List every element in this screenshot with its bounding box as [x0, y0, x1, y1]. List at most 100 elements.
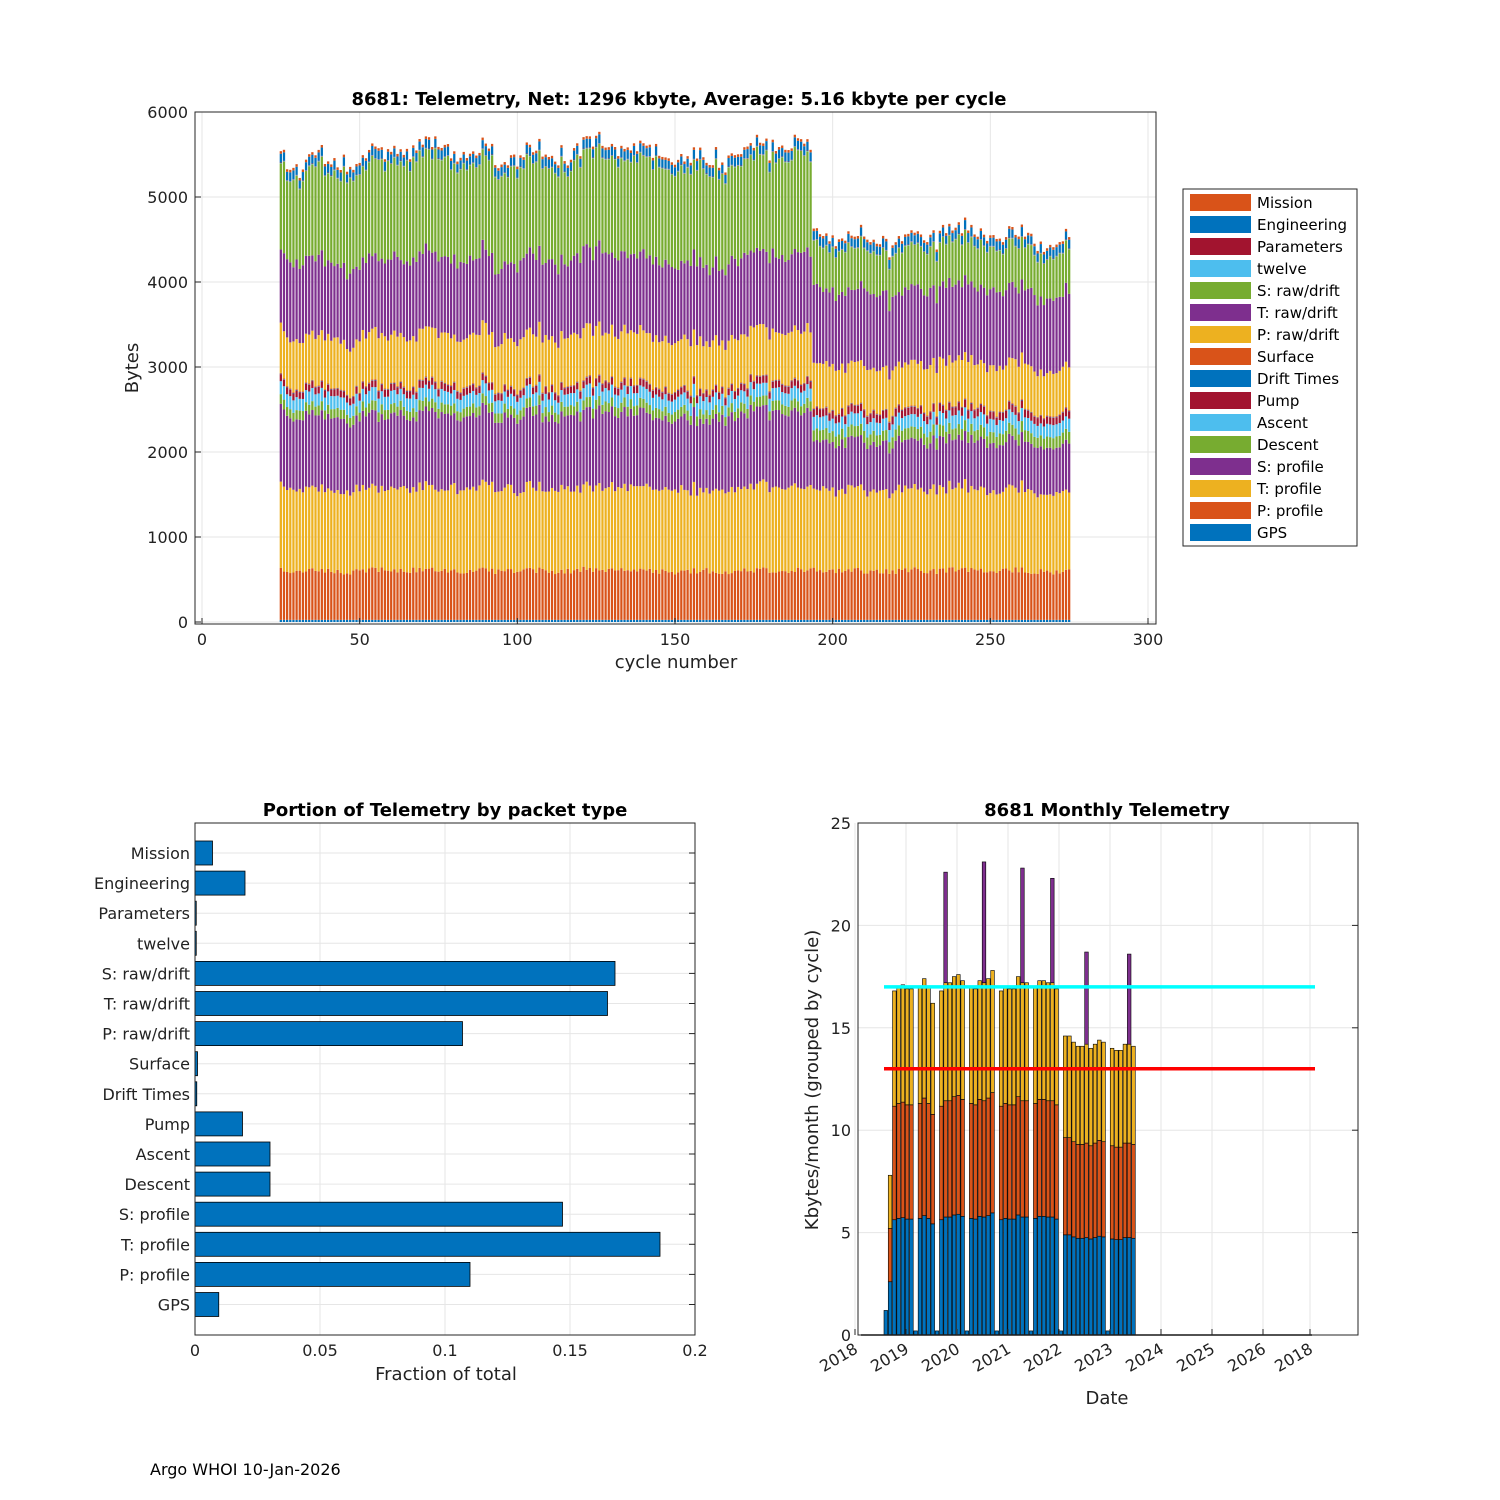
bar-segment	[781, 145, 784, 149]
bar-segment	[1055, 619, 1058, 622]
bar-segment	[894, 429, 897, 441]
bar-segment	[774, 151, 778, 154]
bar-segment	[449, 484, 453, 571]
bar-segment	[393, 390, 396, 404]
cycle-bar-stack	[352, 169, 355, 622]
bar-segment	[308, 156, 311, 166]
bar-segment	[576, 568, 579, 620]
bar-segment	[516, 496, 519, 572]
bar-segment	[358, 341, 361, 393]
bar-segment	[632, 393, 636, 407]
bar-segment	[664, 619, 667, 622]
bar-segment	[355, 619, 358, 622]
cycle-bar-stack	[386, 149, 390, 622]
bar-segment	[721, 386, 724, 388]
bar-segment	[951, 286, 954, 363]
bar-segment	[740, 166, 743, 259]
bar-segment	[585, 384, 588, 398]
bar-segment	[708, 395, 711, 403]
bar-segment	[954, 619, 957, 622]
bar-segment	[926, 242, 929, 245]
bar-segment	[648, 157, 651, 256]
bar-segment	[881, 418, 885, 431]
bar-segment	[453, 403, 456, 414]
cycle-bar-stack	[513, 154, 516, 622]
bar-segment	[576, 145, 579, 154]
bar-segment	[446, 391, 450, 405]
bar-segment	[412, 336, 415, 387]
bar-segment	[743, 403, 746, 414]
bar-segment	[320, 380, 323, 381]
month-bar-segment	[1050, 982, 1055, 1102]
bar-segment	[992, 432, 995, 443]
bar-segment	[374, 326, 377, 380]
bar-segment	[604, 252, 607, 333]
bar-segment	[626, 258, 629, 334]
telemetry-x-tick-label: 100	[502, 630, 533, 649]
bar-segment	[714, 413, 718, 489]
cycle-bar-stack	[519, 155, 522, 622]
bar-segment	[456, 494, 459, 573]
bar-segment	[1045, 416, 1049, 424]
bar-segment	[973, 442, 976, 490]
bar-segment	[929, 287, 932, 365]
bar-segment	[374, 379, 377, 380]
bar-segment	[727, 407, 730, 417]
bar-segment	[1033, 255, 1036, 296]
bar-segment	[699, 150, 702, 159]
bar-segment	[954, 439, 957, 488]
bar-segment	[326, 383, 330, 385]
bar-segment	[976, 570, 979, 620]
bar-segment	[799, 619, 803, 622]
bar-segment	[730, 384, 733, 391]
bar-segment	[771, 248, 774, 329]
bar-segment	[677, 619, 680, 622]
cycle-bar-stack	[478, 152, 481, 622]
cycle-bar-stack	[569, 159, 573, 622]
bar-segment	[774, 153, 778, 163]
bar-segment	[970, 402, 973, 404]
month-bar-stack	[1024, 982, 1029, 1336]
bar-segment	[437, 146, 440, 150]
bar-segment	[367, 390, 371, 404]
month-bar-segment	[926, 1218, 931, 1336]
fraction-x-tick-label: 0.2	[682, 1341, 707, 1360]
bar-segment	[440, 160, 443, 258]
bar-segment	[1042, 305, 1046, 377]
bar-segment	[497, 400, 500, 414]
cycle-bar-stack	[910, 230, 913, 622]
bar-segment	[1011, 572, 1014, 620]
bar-segment	[803, 413, 806, 490]
month-bar-segment	[1127, 1043, 1132, 1144]
bar-segment	[963, 567, 967, 620]
bar-segment	[484, 481, 487, 569]
cycle-bar-stack	[308, 154, 311, 622]
bar-segment	[427, 381, 431, 389]
bar-segment	[613, 147, 617, 150]
bar-segment	[648, 384, 651, 392]
bar-segment	[506, 396, 510, 409]
bar-segment	[1011, 358, 1014, 404]
cycle-bar-stack	[358, 162, 361, 622]
bar-segment	[374, 387, 377, 401]
bar-segment	[323, 166, 327, 176]
bar-segment	[1033, 447, 1036, 494]
bar-segment	[557, 402, 560, 415]
cycle-bar-stack	[342, 154, 346, 622]
cycle-bar-stack	[320, 145, 323, 622]
bar-segment	[891, 619, 894, 622]
bar-segment	[550, 619, 554, 622]
bar-segment	[900, 410, 904, 419]
bar-segment	[336, 263, 339, 338]
bar-segment	[787, 386, 790, 394]
cycle-bar-stack	[595, 135, 598, 622]
bar-segment	[333, 417, 336, 493]
bar-segment	[806, 247, 809, 324]
cycle-bar-stack	[960, 233, 964, 622]
bar-segment	[875, 492, 878, 570]
bar-segment	[607, 403, 610, 413]
bar-segment	[279, 151, 282, 154]
bar-segment	[960, 406, 964, 408]
bar-segment	[390, 154, 393, 164]
bar-segment	[632, 386, 636, 394]
